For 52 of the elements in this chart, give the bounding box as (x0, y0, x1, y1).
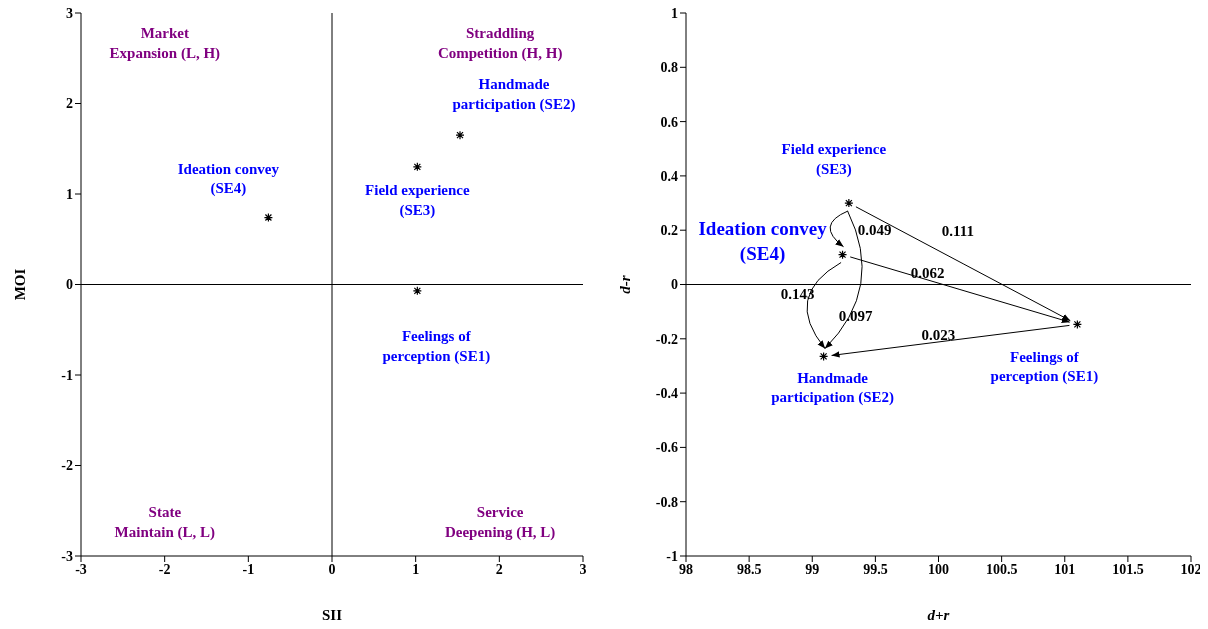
annotation: Straddling Competition (H, H) (437, 25, 563, 63)
x-tick-label: 101 (1054, 561, 1076, 577)
annotation: State Maintain (L, L) (114, 504, 216, 542)
annotation: Ideation convey (SE4) (177, 161, 280, 198)
annotation: Field experience (SE3) (365, 182, 470, 220)
y-axis-title: MOI (12, 268, 28, 301)
y-tick-label: -1 (61, 367, 73, 383)
y-tick-label: 0 (66, 277, 73, 293)
y-tick-label: 0.4 (660, 168, 678, 184)
y-tick-label: -2 (61, 458, 73, 474)
x-tick-label: -2 (158, 561, 171, 577)
x-tick-label: 100.5 (985, 561, 1018, 577)
y-tick-label: 0.2 (660, 223, 678, 239)
x-axis-title: SII (321, 607, 343, 623)
x-tick-label: 3 (579, 561, 587, 577)
annotation: Feelings of perception (SE1) (990, 349, 1099, 386)
y-tick-label: -0.8 (655, 494, 678, 510)
y-tick-label: -3 (61, 548, 73, 564)
x-tick-label: 2 (495, 561, 503, 577)
y-tick-label: -1 (666, 548, 678, 564)
x-axis-title: d+r (927, 607, 950, 623)
annotation: Handmade participation (SE2) (452, 76, 576, 114)
y-tick-label: 2 (66, 96, 73, 112)
y-tick-label: 3 (66, 5, 73, 21)
y-tick-label: -0.6 (655, 440, 678, 456)
y-tick-label: 0 (671, 277, 678, 293)
annotation: Feelings of perception (SE1) (382, 328, 491, 366)
x-tick-label: 99 (805, 561, 820, 577)
annotation: 0.023 (921, 327, 956, 344)
annotation: 0.049 (857, 222, 892, 239)
annotation: Service Deepening (H, L) (444, 504, 556, 542)
y-tick-label: -0.4 (655, 386, 678, 402)
x-tick-label: 100 (928, 561, 949, 577)
y-axis-title: d-r (617, 275, 633, 294)
annotation: 0.062 (910, 265, 945, 282)
x-tick-label: 99.5 (863, 561, 888, 577)
y-tick-label: 1 (66, 186, 73, 202)
x-tick-label: 0 (328, 561, 336, 577)
annotation: Ideation convey (SE4) (698, 218, 828, 266)
x-tick-label: 1 (412, 561, 420, 577)
annotation: Market Expansion (L, H) (109, 25, 221, 63)
annotation: Field experience (SE3) (781, 141, 887, 179)
y-tick-label: 1 (671, 5, 678, 21)
annotation: Handmade participation (SE2) (771, 370, 895, 407)
x-tick-label: 101.5 (1112, 561, 1144, 577)
x-tick-label: 98 (679, 561, 693, 577)
y-tick-label: -0.2 (655, 331, 678, 347)
x-tick-label: 98.5 (736, 561, 762, 577)
x-tick-label: -1 (242, 561, 255, 577)
y-tick-label: 0.8 (660, 60, 678, 76)
annotation: 0.111 (941, 223, 974, 240)
y-tick-label: 0.6 (660, 114, 678, 130)
